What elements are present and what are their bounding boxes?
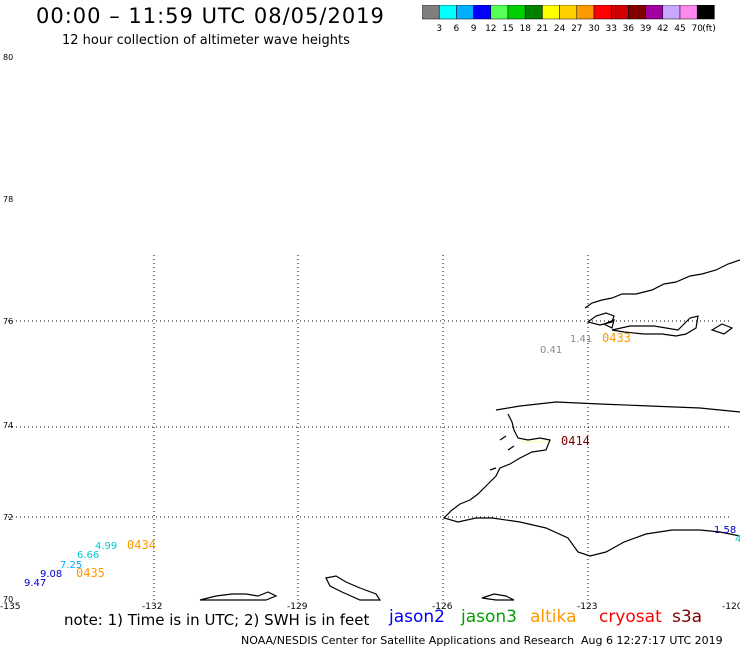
footnote: note: 1) Time is in UTC; 2) SWH is in fe… [64,611,370,629]
swh-value: 6.66 [77,550,99,561]
lat-label: 72 [3,513,13,522]
coastline-north [584,259,740,309]
scale-label: 45 [674,24,685,34]
pass-time: 0435 [76,566,105,580]
swh-value: 9.47 [24,578,46,589]
scale-label: 42 [657,24,668,34]
scale-label: 6 [454,24,460,34]
graticule [8,255,732,600]
satellite-altika: altika [530,607,577,627]
swh-value: 7.25 [60,560,82,571]
footer-timestamp: Aug 6 12:27:17 UTC 2019 [581,634,723,647]
lon-label: -129 [287,602,308,612]
scale-label: 30 [588,24,600,34]
pass-time: 0434 [127,538,156,552]
island-small-1 [710,323,734,335]
swh-value-edge: 4 [735,534,740,545]
footer-credit: NOAA/NESDIS Center for Satellite Applica… [241,634,575,647]
pass-times: 0433 0414 0434 0435 [76,331,631,580]
satellite-jason2: jason2 [389,607,445,627]
lon-label: -123 [577,602,597,612]
swh-values: 0.41 1.41 4.99 6.66 7.25 9.08 9.47 1.58 [24,334,736,589]
scale-label: 39 [640,24,652,34]
axis-lon-labels: -135 -132 -129 -126 -123 -120 [0,602,740,612]
scale-label: 33 [605,24,616,34]
swh-value: 0.41 [540,345,562,356]
lat-label: 78 [3,195,13,204]
scale-label: 27 [571,24,582,34]
pass-time: 0433 [602,331,631,345]
lat-label: 74 [3,421,13,430]
scale-label: 3 [436,24,442,34]
lon-label: -135 [0,602,20,612]
swh-value: 9.08 [40,569,62,580]
swh-value: 4.99 [95,541,117,552]
scale-swatch [696,5,715,20]
coastline [199,259,740,601]
wave-height-color-scale: 3 6 9 12 15 18 21 24 27 30 33 36 39 42 45 70 (ft) [422,5,716,34]
island-south-1 [199,591,278,601]
lon-label: -126 [432,602,453,612]
scale-label: 24 [554,24,566,34]
scale-label: 36 [623,24,635,34]
swh-value-smudge: ~~~ [521,437,546,448]
map-subtitle: 12 hour collection of altimeter wave hei… [62,33,350,48]
scale-label: 21 [537,24,548,34]
swh-value: 1.41 [570,334,592,345]
coast-bits [489,435,515,471]
satellite-jason3: jason3 [461,607,517,627]
island-south-2 [325,575,382,601]
island-small-2 [602,319,615,329]
coastline-arm [611,315,699,337]
lon-label: -120 [722,602,740,612]
axis-lat-labels: 80 78 76 74 72 70 [3,53,13,604]
scale-unit: (ft) [702,24,716,34]
scale-label: 12 [485,24,496,34]
scale-label: 70 [691,24,703,34]
lat-label: 80 [3,53,13,62]
scale-label: 9 [471,24,477,34]
scale-label: 15 [502,24,513,34]
lat-label: 70 [3,595,13,604]
pass-time: 0414 [561,434,590,448]
satellite-cryosat: cryosat [599,607,662,627]
island-north [586,312,615,326]
map-title: 00:00 – 11:59 UTC 08/05/2019 [36,4,385,28]
peninsula [495,401,740,413]
peninsula-coast [442,413,740,557]
island-south-3 [481,593,515,601]
satellite-s3a: s3a [672,607,703,627]
scale-label: 18 [519,24,531,34]
swh-value: 1.58 [714,525,736,536]
lat-label: 76 [3,317,13,326]
lon-label: -132 [142,602,162,612]
